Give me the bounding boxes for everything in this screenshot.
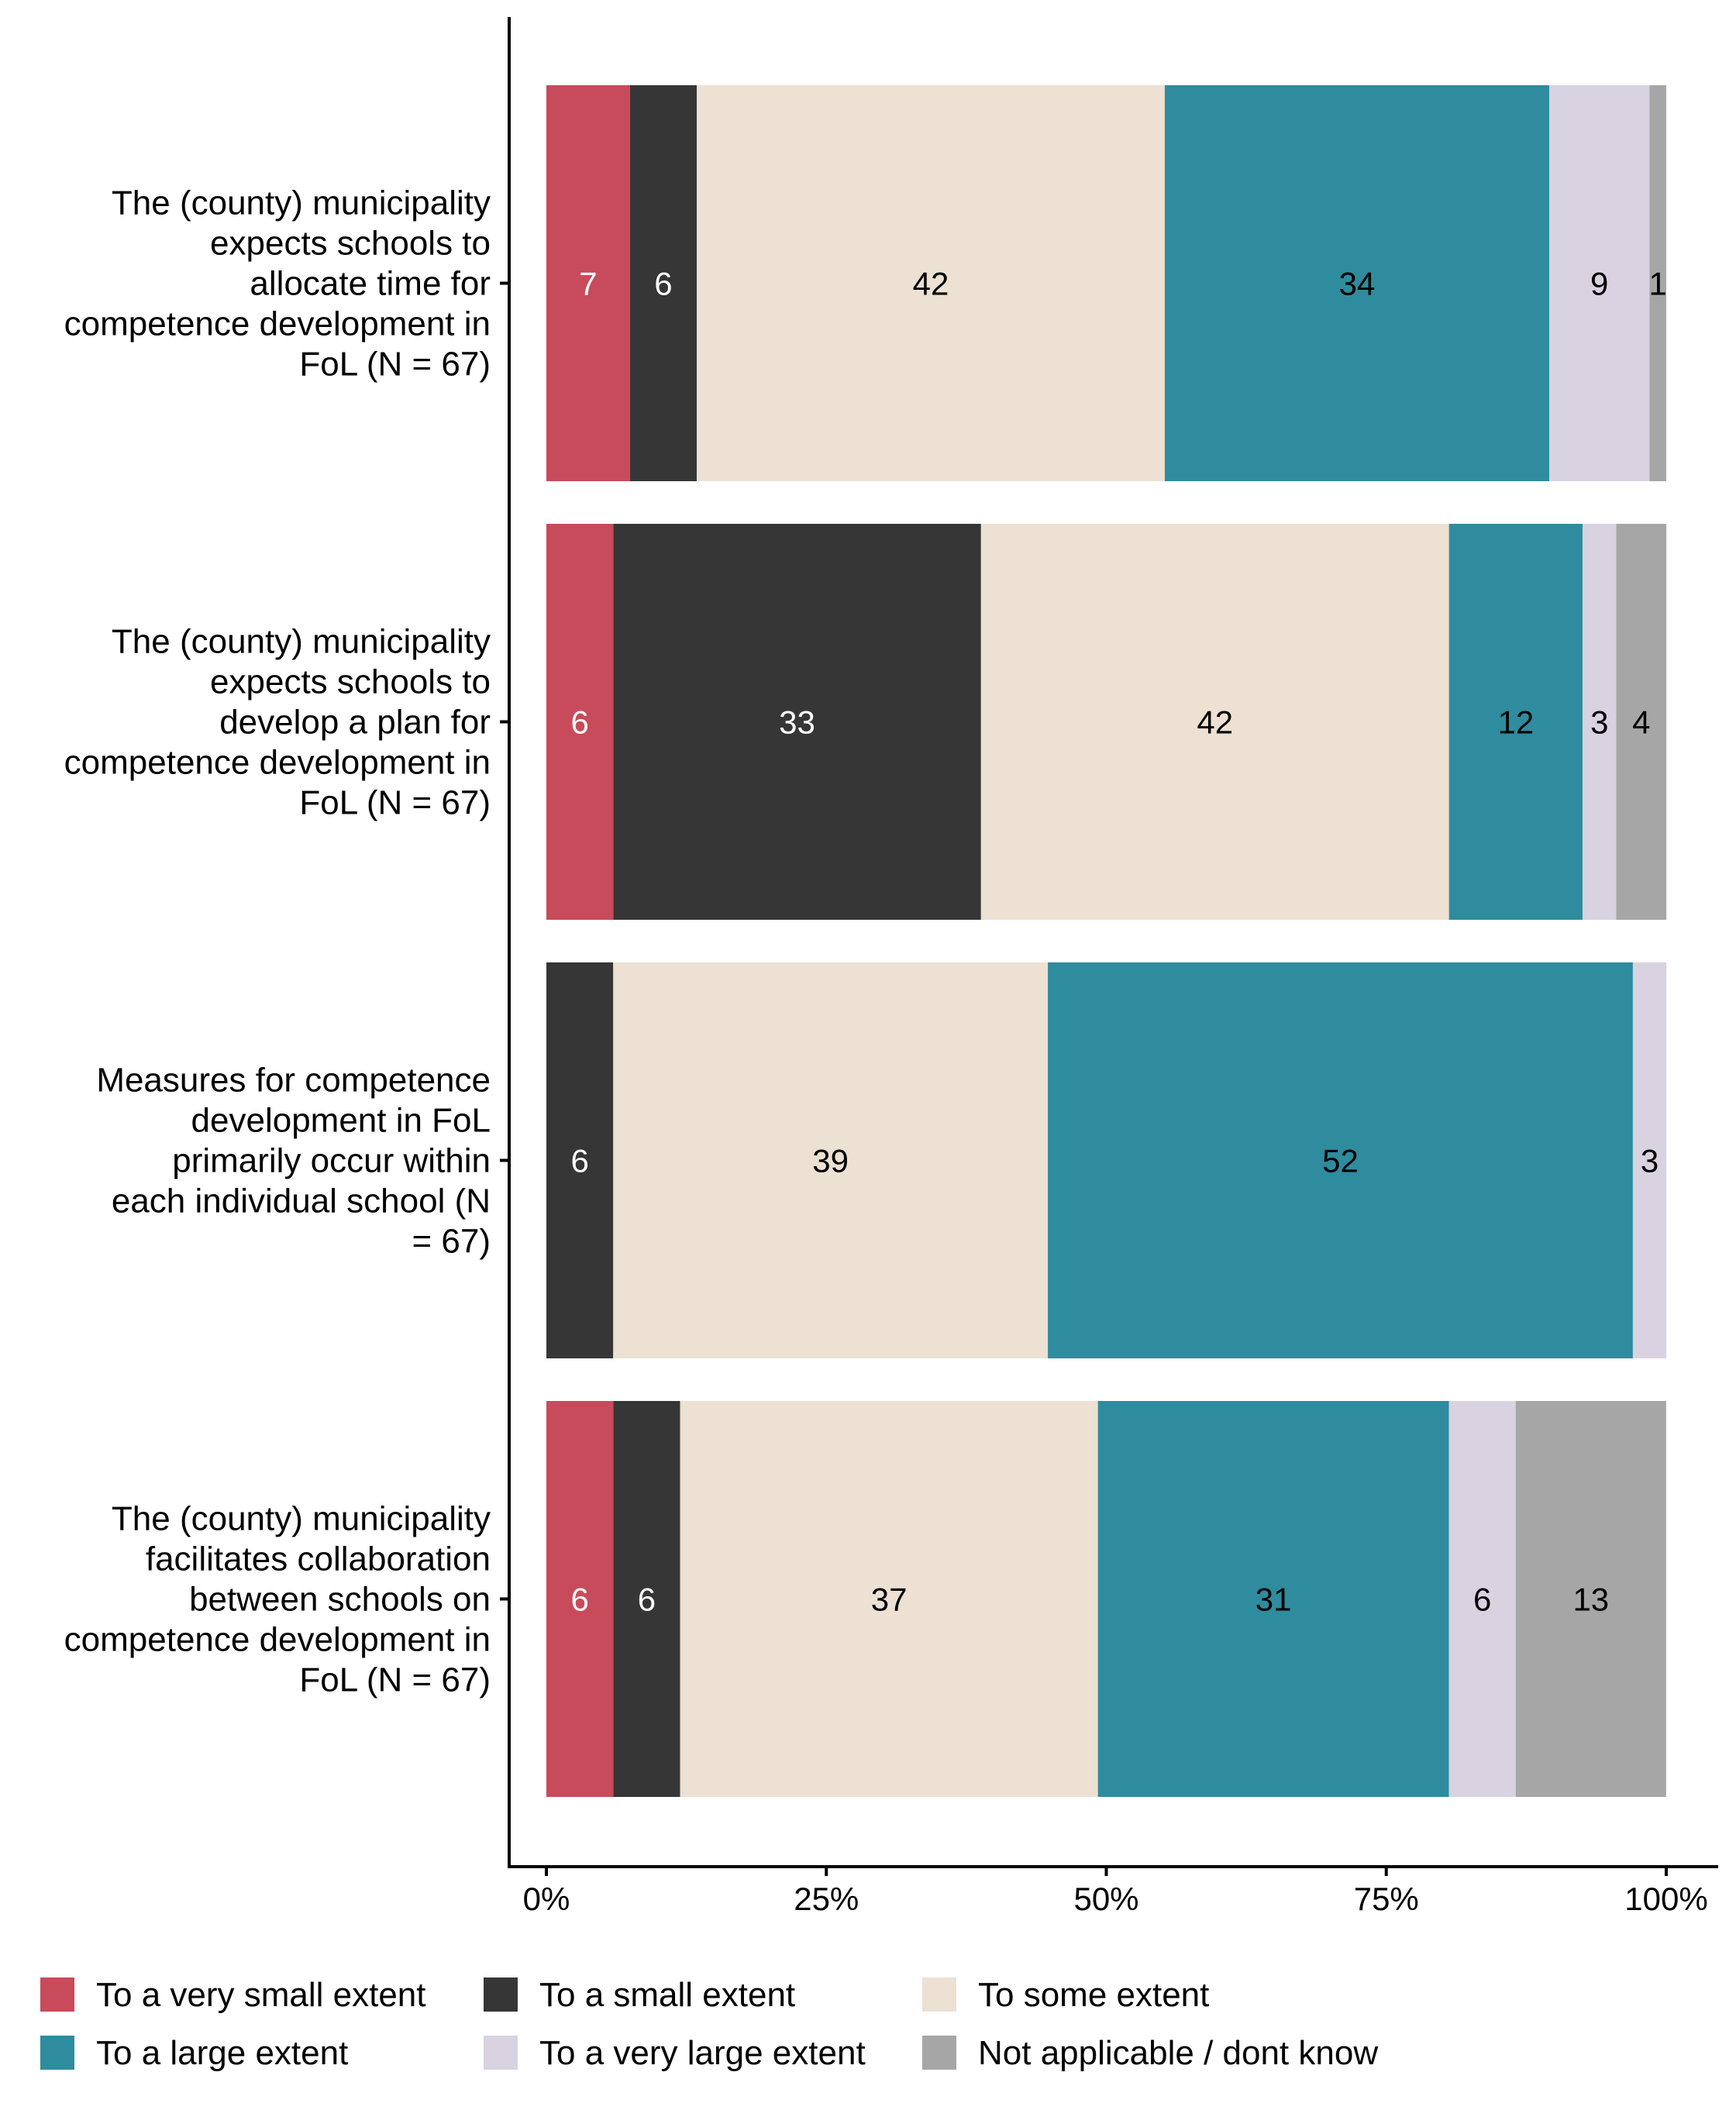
bar-segment [613, 1401, 680, 1797]
y-category-label-line: The (county) municipality [112, 1500, 491, 1538]
x-tick-label: 75% [1354, 1881, 1419, 1917]
segment-value-label: 6 [654, 266, 672, 302]
bar-segment [1048, 962, 1633, 1358]
bar-segment [1548, 85, 1650, 481]
bar-segment [1448, 1401, 1516, 1797]
segment-value-label: 4 [1632, 704, 1650, 741]
x-tick-label: 100% [1624, 1881, 1707, 1917]
bar-segment [1616, 524, 1667, 920]
legend-label: To a small extent [539, 1976, 795, 2014]
y-category-label-line: competence development in [64, 744, 491, 782]
segment-value-label: 31 [1256, 1582, 1292, 1618]
y-category-label-line: expects schools to [210, 663, 491, 701]
y-category-label-line: FoL (N = 67) [299, 346, 491, 384]
y-category-label-line: competence development in [64, 305, 491, 343]
y-axis-ticks [500, 281, 509, 1601]
y-category-label-line: between schools on [189, 1581, 491, 1619]
bar-segment [546, 524, 614, 920]
bar-segment [1448, 524, 1583, 920]
y-category-label: The (county) municipality expects schools… [64, 184, 491, 384]
y-category-label-line: development in FoL [191, 1102, 491, 1140]
y-category-label-line: Measures for competence [96, 1062, 491, 1100]
bar-segment [613, 962, 1049, 1358]
bar-segment [1649, 85, 1666, 481]
bar-segment [546, 85, 630, 481]
x-tick-label: 50% [1073, 1881, 1138, 1917]
y-category-label-line: competence development in [64, 1621, 491, 1659]
x-axis-ticks: 0% 25% 50% 75% 100% [523, 1867, 1708, 1917]
y-category-label-line: FoL (N = 67) [299, 1661, 491, 1699]
segment-value-label: 33 [779, 704, 815, 741]
segment-value-label: 3 [1590, 704, 1608, 741]
segment-value-label: 34 [1339, 266, 1376, 302]
segment-value-label: 6 [638, 1582, 656, 1618]
legend-label: To a very small extent [96, 1976, 426, 2014]
y-category-label-line: The (county) municipality [112, 623, 491, 661]
legend-label: To a very large extent [539, 2034, 866, 2072]
segment-value-label: 39 [812, 1143, 849, 1179]
y-category-label: The (county) municipality facilitates col… [64, 1500, 491, 1699]
legend-swatch [922, 1977, 956, 2012]
bar-segment [1515, 1401, 1666, 1797]
segment-value-label: 7 [579, 266, 597, 302]
legend-label: To some extent [978, 1976, 1209, 2014]
bar-segment [980, 524, 1449, 920]
segment-value-label: 9 [1590, 266, 1608, 302]
legend-item: Not applicable / dont know [922, 2034, 1378, 2072]
legend-label: Not applicable / dont know [978, 2034, 1378, 2072]
legend-swatch [40, 1977, 74, 2012]
segment-value-label: 52 [1322, 1143, 1359, 1179]
bar-segment [546, 1401, 614, 1797]
segment-value-label: 42 [913, 266, 949, 302]
legend-swatch [484, 1977, 518, 2012]
segment-value-label: 42 [1197, 704, 1233, 741]
y-category-label-line: FoL (N = 67) [299, 784, 491, 822]
legend-item: To some extent [922, 1976, 1209, 2014]
legend-swatch [484, 2036, 518, 2070]
legend: To a very small extent To a small extent T… [40, 1976, 1378, 2072]
legend-item: To a very large extent [484, 2034, 866, 2072]
segment-value-label: 37 [871, 1582, 908, 1618]
segment-labels-layer: 7 6 42 34 9 16 33 42 12 3 46 39 52 36 6 37 31 6 13 [570, 266, 1666, 1618]
segment-value-label: 12 [1498, 704, 1534, 741]
legend-item: To a small extent [484, 1976, 795, 2014]
segment-value-label: 1 [1649, 266, 1667, 302]
legend-item: To a very small extent [40, 1976, 426, 2014]
y-category-label-line: expects schools to [210, 225, 491, 263]
bar-segment [613, 524, 981, 920]
y-category-label-line: allocate time for [250, 265, 491, 303]
legend-label: To a large extent [96, 2034, 348, 2072]
y-category-label-line: The (county) municipality [112, 184, 491, 222]
y-category-label-line: facilitates collaboration [146, 1540, 491, 1578]
bar-segment [680, 1401, 1098, 1797]
bar-segment [1632, 962, 1667, 1358]
legend-swatch [40, 2036, 74, 2070]
bar-segment [546, 962, 614, 1358]
segment-value-label: 6 [570, 1582, 588, 1618]
x-tick-label: 25% [794, 1881, 859, 1917]
y-category-label-line: develop a plan for [219, 704, 491, 742]
x-tick-label: 0% [523, 1881, 570, 1917]
bar-segment [1097, 1401, 1449, 1797]
legend-item: To a large extent [40, 2034, 348, 2072]
segment-value-label: 13 [1572, 1582, 1609, 1618]
y-category-label-line: primarily occur within [172, 1142, 491, 1180]
bar-segment [629, 85, 698, 481]
y-category-label: The (county) municipality expects schools… [64, 623, 491, 822]
segment-value-label: 3 [1641, 1143, 1658, 1179]
bar-segment [697, 85, 1165, 481]
bars-layer [546, 85, 1667, 1797]
segment-value-label: 6 [570, 1143, 588, 1179]
legend-swatch [922, 2036, 956, 2070]
y-axis-labels: The (county) municipality expects schools… [64, 184, 491, 1699]
bar-segment [1583, 524, 1617, 920]
y-category-label-line: each individual school (N [112, 1182, 491, 1220]
y-category-label: Measures for competence development in Fo… [96, 1062, 491, 1261]
segment-value-label: 6 [570, 704, 588, 741]
y-category-label-line: = 67) [412, 1223, 491, 1261]
segment-value-label: 6 [1473, 1582, 1491, 1618]
bar-segment [1164, 85, 1549, 481]
